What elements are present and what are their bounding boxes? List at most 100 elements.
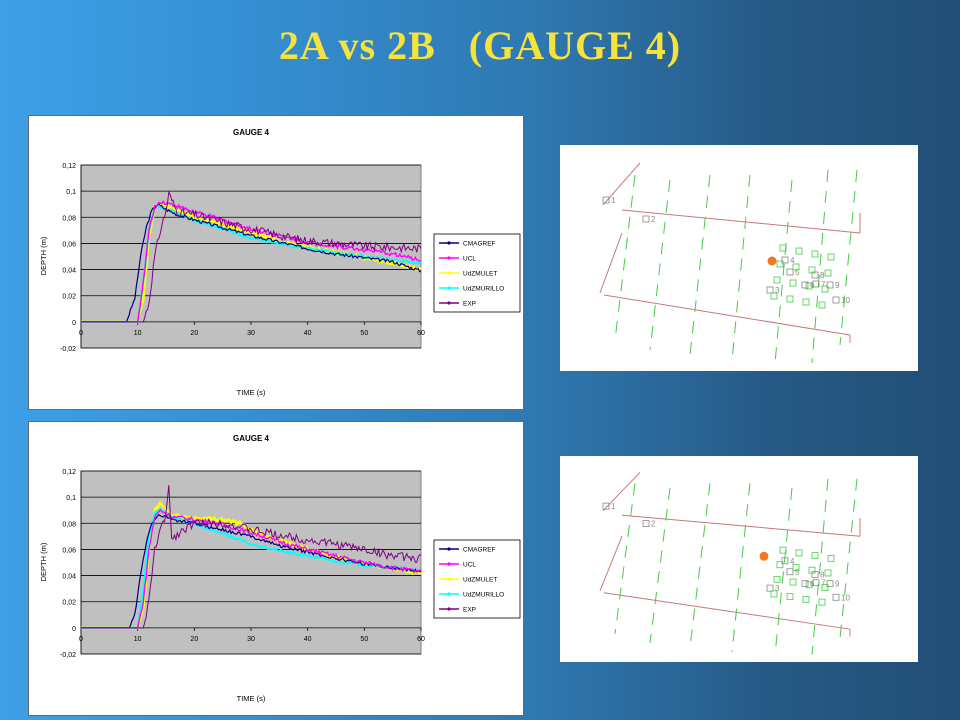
series-line-cmagref — [81, 514, 422, 629]
gauge-map-top: 1 2 3 4 5 6 7 8 9 10 — [560, 145, 918, 371]
y-tick-label: 0,1 — [66, 495, 76, 502]
gauge-label: 1 — [611, 502, 616, 511]
series-line-exp — [81, 485, 422, 629]
gauge-box — [602, 196, 610, 204]
gauge-cell — [811, 250, 819, 258]
gauge-box — [642, 215, 650, 223]
legend-label: UdZMURILLO — [463, 286, 504, 293]
guide-dash — [689, 483, 711, 648]
gauge-label: 2 — [651, 215, 656, 224]
gauge-label: 10 — [841, 296, 850, 305]
chart-title: GAUGE 4 — [233, 434, 270, 443]
gauge-cell — [802, 298, 810, 306]
gauge-4-marker — [759, 551, 769, 561]
gauge-cell — [827, 554, 835, 562]
gauge-box — [826, 281, 834, 289]
x-tick-label: 60 — [417, 636, 425, 643]
legend-marker — [447, 592, 451, 596]
gauge-chart-bottom: -0,0200,020,040,060,080,10,1201020304050… — [39, 434, 521, 703]
gauge-cell — [795, 549, 803, 557]
gauge-cell — [779, 546, 787, 554]
y-tick-label: 0,08 — [62, 215, 76, 222]
y-tick-label: 0,06 — [62, 547, 76, 554]
x-tick-label: 50 — [360, 636, 368, 643]
chart-panel-top: -0,0200,020,040,060,080,10,1201020304050… — [28, 115, 524, 410]
gauge-cell — [824, 569, 832, 577]
gauge-cell — [792, 564, 800, 571]
x-tick-label: 30 — [247, 330, 255, 337]
gauge-cell — [786, 593, 794, 601]
x-tick-label: 60 — [417, 330, 425, 337]
y-tick-label: 0,04 — [62, 574, 76, 581]
guide-dash — [614, 174, 636, 341]
series-line-exp — [81, 190, 422, 323]
gauge-label: 4 — [790, 557, 795, 566]
x-tick-label: 30 — [247, 636, 255, 643]
gauge-label: 2 — [651, 519, 656, 528]
gauge-label: 6 — [810, 281, 815, 290]
gauge-label: 6 — [810, 580, 815, 589]
gauge-label: 3 — [775, 286, 780, 295]
boundary-line — [603, 294, 851, 336]
gauge-box — [786, 568, 794, 576]
gauge-label: 1 — [611, 196, 616, 205]
gauge-label: 8 — [820, 570, 825, 579]
boundary-line — [599, 232, 623, 294]
gauge-box — [766, 584, 774, 592]
plot-area — [80, 164, 422, 349]
y-tick-label: 0,1 — [66, 189, 76, 196]
gauge-map-svg-bottom: 1 2 3 45 6 78 910 — [599, 472, 861, 655]
x-tick-label: 10 — [134, 330, 142, 337]
slide-title: 2A vs 2B (GAUGE 4) — [278, 23, 682, 68]
guide-dash — [731, 483, 751, 653]
x-tick-label: 10 — [134, 636, 142, 643]
legend-label: CMAGREF — [463, 241, 496, 248]
y-tick-label: 0,02 — [62, 294, 76, 301]
guide-dash — [839, 478, 858, 639]
y-tick-label: 0,04 — [62, 268, 76, 275]
gauge-cell — [770, 292, 778, 300]
gauge-label: 9 — [835, 580, 840, 589]
gauge-label: 4 — [790, 256, 795, 265]
gauge-cell — [818, 301, 826, 309]
boundary-line — [602, 472, 641, 512]
legend-label: UdZMULET — [463, 271, 497, 278]
gauge-cell — [776, 561, 784, 569]
legend-marker — [447, 562, 451, 566]
gauge-cell — [779, 244, 787, 252]
gauge-cell — [808, 566, 816, 574]
gauge-cell — [773, 575, 781, 583]
gauge-cell — [773, 276, 781, 284]
gauge-cell — [770, 590, 778, 598]
gauge-label: 7 — [821, 280, 826, 289]
legend-marker — [447, 271, 451, 275]
x-axis-label: TIME (s) — [237, 694, 266, 703]
guide-dash — [811, 478, 829, 655]
series-line-cmagref — [81, 203, 422, 323]
gauge-cell — [789, 578, 797, 586]
y-tick-label: 0,08 — [62, 521, 76, 528]
guide-dash — [614, 483, 636, 634]
legend-marker — [447, 577, 451, 581]
gauge-chart-top: -0,0200,020,040,060,080,10,1201020304050… — [39, 128, 521, 397]
x-tick-label: 40 — [304, 330, 312, 337]
gauge-label: 8 — [820, 271, 825, 280]
gauge-cell — [821, 584, 829, 591]
gauge-map-svg-top: 1 2 3 45 6 78 910 — [599, 162, 861, 364]
gauge-cell — [821, 285, 829, 293]
guide-dash — [774, 487, 793, 655]
gauge-box — [602, 502, 610, 510]
guide-dash — [649, 179, 671, 351]
x-tick-label: 20 — [190, 636, 198, 643]
guide-dash — [839, 169, 858, 346]
legend-marker — [447, 286, 451, 290]
gauge-label: 5 — [795, 568, 800, 577]
x-tick-label: 50 — [360, 330, 368, 337]
gauge-cell — [811, 552, 819, 560]
legend-label: EXP — [463, 607, 476, 614]
gauge-box — [801, 281, 809, 289]
chart-title: GAUGE 4 — [233, 128, 270, 137]
gauge-box — [781, 557, 789, 565]
y-tick-label: 0,02 — [62, 600, 76, 607]
gauge-cell — [808, 266, 816, 274]
